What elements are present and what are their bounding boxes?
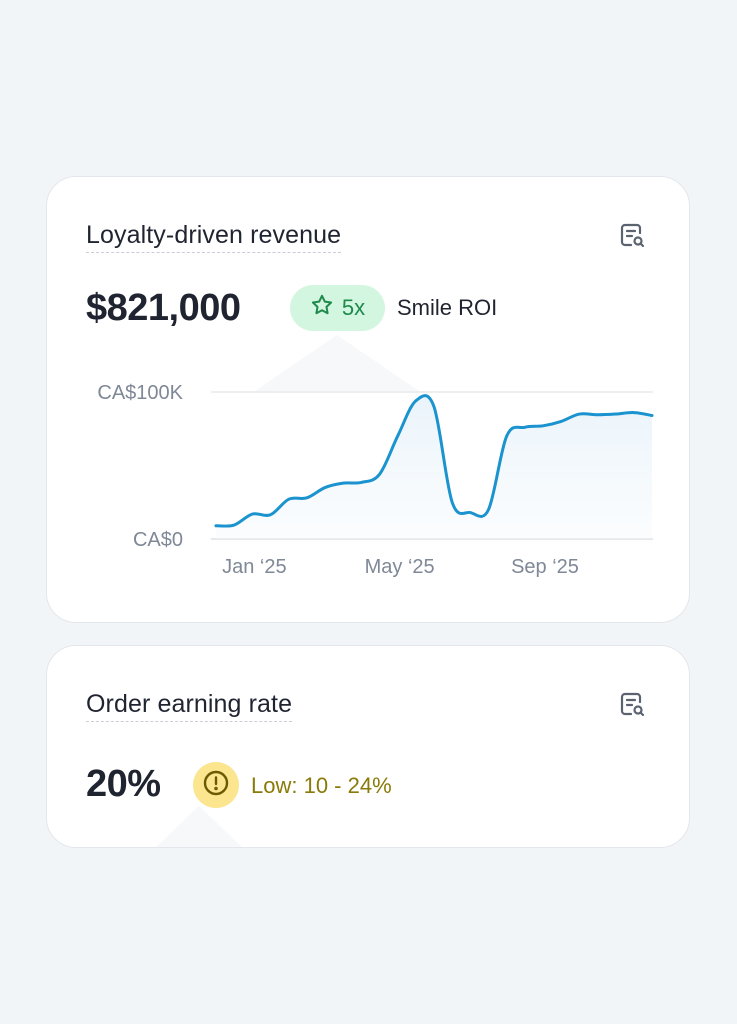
alert-circle-icon	[202, 769, 230, 802]
report-search-icon[interactable]	[617, 221, 647, 251]
revenue-value: $821,000	[86, 287, 241, 329]
roi-label: Smile ROI	[397, 295, 498, 320]
x-tick-label: Jan ‘25	[222, 556, 287, 578]
roi-multiplier: 5x	[341, 295, 366, 320]
series-line	[214, 394, 654, 528]
star-icon	[310, 293, 334, 323]
card-title[interactable]: Loyalty-driven revenue	[86, 221, 342, 253]
badge-pointer	[153, 806, 245, 847]
series-area	[216, 395, 652, 539]
x-tick-label: Sep ‘25	[511, 556, 579, 578]
x-tick-label: May ‘25	[365, 556, 435, 578]
y-tick-label: CA$100K	[97, 382, 183, 404]
badge-pointer	[255, 335, 419, 391]
warning-badge	[193, 762, 239, 808]
revenue-chart: CA$0 CA$100K Jan ‘25 May ‘25 Sep ‘25	[97, 382, 654, 578]
roi-badge: 5x	[290, 285, 385, 331]
report-search-icon[interactable]	[617, 690, 647, 720]
y-tick-label: CA$0	[133, 529, 183, 551]
loyalty-revenue-card: Loyalty-driven revenue $821,000 5x Smile…	[46, 176, 690, 623]
order-earning-rate-card: Order earning rate 20% Low: 10 - 24%	[46, 645, 690, 848]
rate-status-label: Low: 10 - 24%	[251, 773, 392, 798]
card-title[interactable]: Order earning rate	[86, 690, 293, 722]
rate-value: 20%	[86, 763, 161, 805]
